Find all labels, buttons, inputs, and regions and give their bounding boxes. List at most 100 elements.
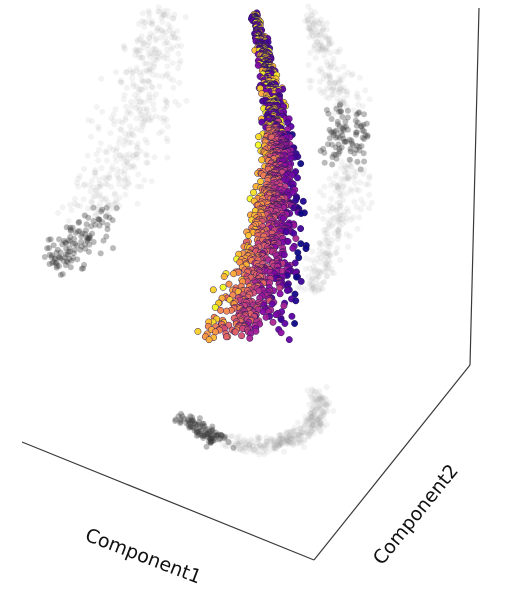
shadow-point — [286, 439, 292, 446]
shadow-point — [327, 63, 334, 70]
shadow-point — [317, 406, 324, 413]
scatter-point — [262, 313, 270, 321]
shadow-point — [315, 268, 322, 275]
shadow-point — [336, 77, 343, 83]
shadow-point — [326, 175, 333, 182]
shadow-point — [283, 430, 290, 437]
scatter-point — [257, 177, 265, 185]
shadow-point — [316, 414, 323, 421]
shadow-point — [156, 48, 163, 55]
shadow-point — [208, 438, 215, 445]
shadow-point — [316, 239, 323, 246]
shadow-point — [79, 230, 86, 237]
shadow-point — [86, 233, 93, 239]
shadow-point — [95, 183, 102, 190]
shadow-point — [155, 8, 162, 15]
shadow-point — [337, 216, 344, 223]
shadow-point — [316, 392, 323, 399]
shadow-point — [127, 66, 134, 73]
shadow-point — [307, 49, 314, 56]
shadow-point — [320, 215, 327, 222]
shadow-point — [318, 420, 324, 427]
shadow-point — [56, 263, 62, 269]
shadow-point — [333, 134, 339, 141]
shadow-point — [326, 35, 333, 42]
shadow-point — [101, 196, 108, 203]
shadow-point — [277, 435, 284, 442]
shadow-point — [317, 16, 324, 23]
shadow-point — [330, 60, 337, 67]
shadow-point — [321, 183, 328, 190]
shadow-point — [325, 141, 331, 148]
shadow-point — [209, 434, 216, 441]
shadow-point — [312, 9, 319, 16]
shadow-point — [290, 439, 297, 445]
shadow-point — [129, 74, 136, 81]
shadow-point — [358, 143, 365, 150]
shadow-point — [309, 275, 316, 282]
shadow-point — [353, 93, 360, 100]
shadow-point — [204, 426, 211, 432]
shadow-point — [71, 236, 78, 242]
shadow-point — [171, 34, 178, 41]
shadow-point — [113, 158, 120, 164]
shadow-point — [302, 265, 309, 272]
shadow-point — [153, 56, 160, 63]
shadow-point — [318, 90, 325, 96]
shadow-point — [246, 441, 253, 448]
shadow-point — [268, 436, 275, 443]
shadow-point — [152, 37, 159, 44]
shadow-point — [321, 88, 328, 95]
shadow-point — [335, 226, 342, 233]
shadow-point — [118, 168, 124, 175]
shadow-point — [96, 216, 103, 223]
shadow-point — [54, 246, 61, 253]
shadow-point — [53, 264, 60, 271]
shadow-point — [317, 38, 324, 45]
shadow-point — [311, 418, 318, 425]
shadow-point — [59, 241, 66, 248]
shadow-point — [313, 31, 319, 38]
shadow-point — [140, 123, 147, 130]
shadow-point — [125, 139, 132, 146]
shadow-point — [345, 176, 352, 183]
shadow-point — [352, 180, 358, 186]
shadow-point — [196, 415, 203, 422]
shadow-point — [324, 408, 331, 415]
shadow-point — [353, 131, 360, 138]
shadow-point — [297, 429, 304, 436]
floor-projection — [172, 384, 337, 458]
shadow-point — [243, 439, 250, 446]
shadow-point — [121, 167, 128, 174]
shadow-point — [104, 226, 111, 233]
shadow-point — [234, 440, 241, 447]
shadow-point — [96, 181, 103, 187]
shadow-point — [125, 180, 132, 187]
shadow-point — [308, 8, 315, 14]
shadow-point — [284, 437, 291, 444]
shadow-point — [163, 29, 170, 36]
shadow-point — [261, 451, 268, 458]
shadow-point — [326, 126, 333, 133]
shadow-point — [121, 183, 127, 190]
shadow-point — [221, 433, 228, 440]
shadow-point — [225, 439, 232, 446]
shadow-point — [314, 417, 321, 424]
shadow-point — [187, 413, 194, 420]
shadow-point — [82, 245, 89, 252]
shadow-point — [206, 435, 213, 442]
shadow-point — [353, 142, 360, 149]
shadow-point — [334, 85, 341, 92]
shadow-point — [101, 174, 108, 181]
shadow-point — [353, 129, 359, 136]
shadow-point — [45, 236, 52, 243]
shadow-point — [310, 430, 317, 437]
shadow-point — [317, 281, 324, 288]
shadow-point — [117, 77, 124, 84]
shadow-point — [68, 257, 75, 264]
shadow-point — [230, 444, 237, 451]
shadow-point — [328, 141, 335, 148]
shadow-point — [311, 287, 318, 293]
shadow-point — [66, 245, 73, 252]
shadow-point — [163, 46, 170, 53]
